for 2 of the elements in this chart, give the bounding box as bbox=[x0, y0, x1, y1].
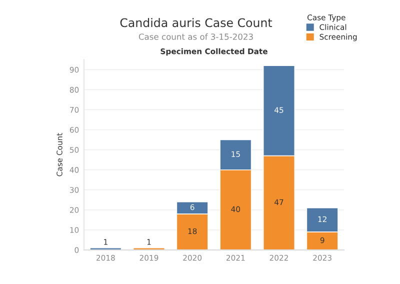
chart-subtitle: Case count as of 3-15-2023 bbox=[138, 33, 253, 40]
chart-title: Candida auris Case Count bbox=[120, 18, 272, 28]
